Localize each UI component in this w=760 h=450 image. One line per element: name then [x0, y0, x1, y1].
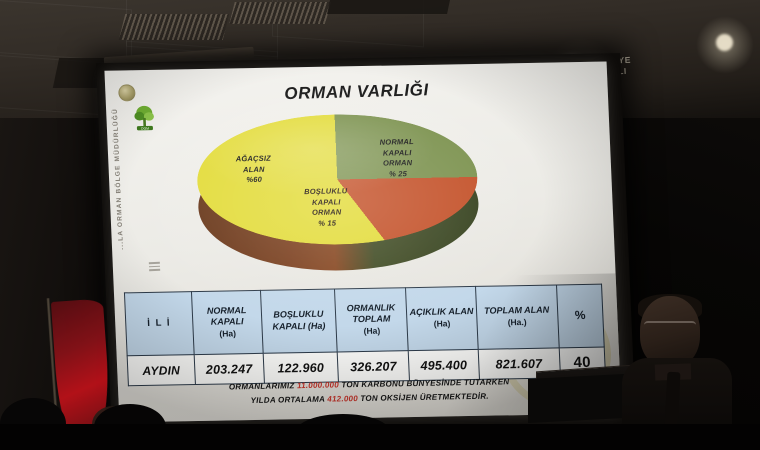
pie-chart: AĞAÇSIZ ALAN %60 NORMAL KAPALI ORMAN % 2…: [194, 111, 482, 285]
slide-title: ORMAN VARLIĞI: [283, 80, 430, 104]
col-header-toplam-alan: TOPLAM ALAN (Ha.): [475, 284, 559, 350]
col-header-ormanlik-toplam: ORMANLIK TOPLAM (Ha): [334, 287, 409, 352]
forest-data-table: İ L İ NORMAL KAPALI (Ha) BOŞLUKLU KAPALI…: [124, 284, 606, 387]
pie-label-agacsiz: AĞAÇSIZ ALAN %60: [235, 153, 272, 185]
footnote-oxygen-value: 412.000: [327, 394, 359, 404]
col-header-il: İ L İ: [124, 291, 194, 356]
pie-label-bosluklu-kapali: BOŞLUKLU KAPALI ORMAN % 15: [303, 186, 348, 228]
presentation-slide: OGM ORMAN VARLIĞI AĞAÇSIZ ALAN %60 NORMA…: [104, 61, 622, 423]
tree-logo-icon: OGM: [134, 105, 154, 131]
ceiling-vent-icon: [229, 2, 331, 24]
pie-label-normal-kapali: NORMAL KAPALI ORMAN % 25: [379, 137, 415, 179]
footnote-carbon-value: 11.000.000: [296, 380, 340, 391]
col-header-aciklik-alan: AÇIKLIK ALAN (Ha): [405, 286, 478, 351]
col-header-bosluklu-kapali: BOŞLUKLU KAPALI (Ha): [260, 289, 338, 354]
svg-text:OGM: OGM: [141, 127, 149, 131]
eyeglasses-icon: [644, 321, 696, 333]
foreground-shadow: [0, 424, 760, 450]
col-header-yuzde: %: [556, 284, 605, 348]
menu-bars-icon: [148, 261, 161, 271]
head: [640, 296, 700, 368]
table-header-row: İ L İ NORMAL KAPALI (Ha) BOŞLUKLU KAPALI…: [124, 284, 605, 356]
ceiling-vent-icon: [118, 14, 230, 40]
ceiling-light-icon: [716, 34, 733, 51]
col-header-normal-kapali: NORMAL KAPALI (Ha): [191, 290, 264, 355]
